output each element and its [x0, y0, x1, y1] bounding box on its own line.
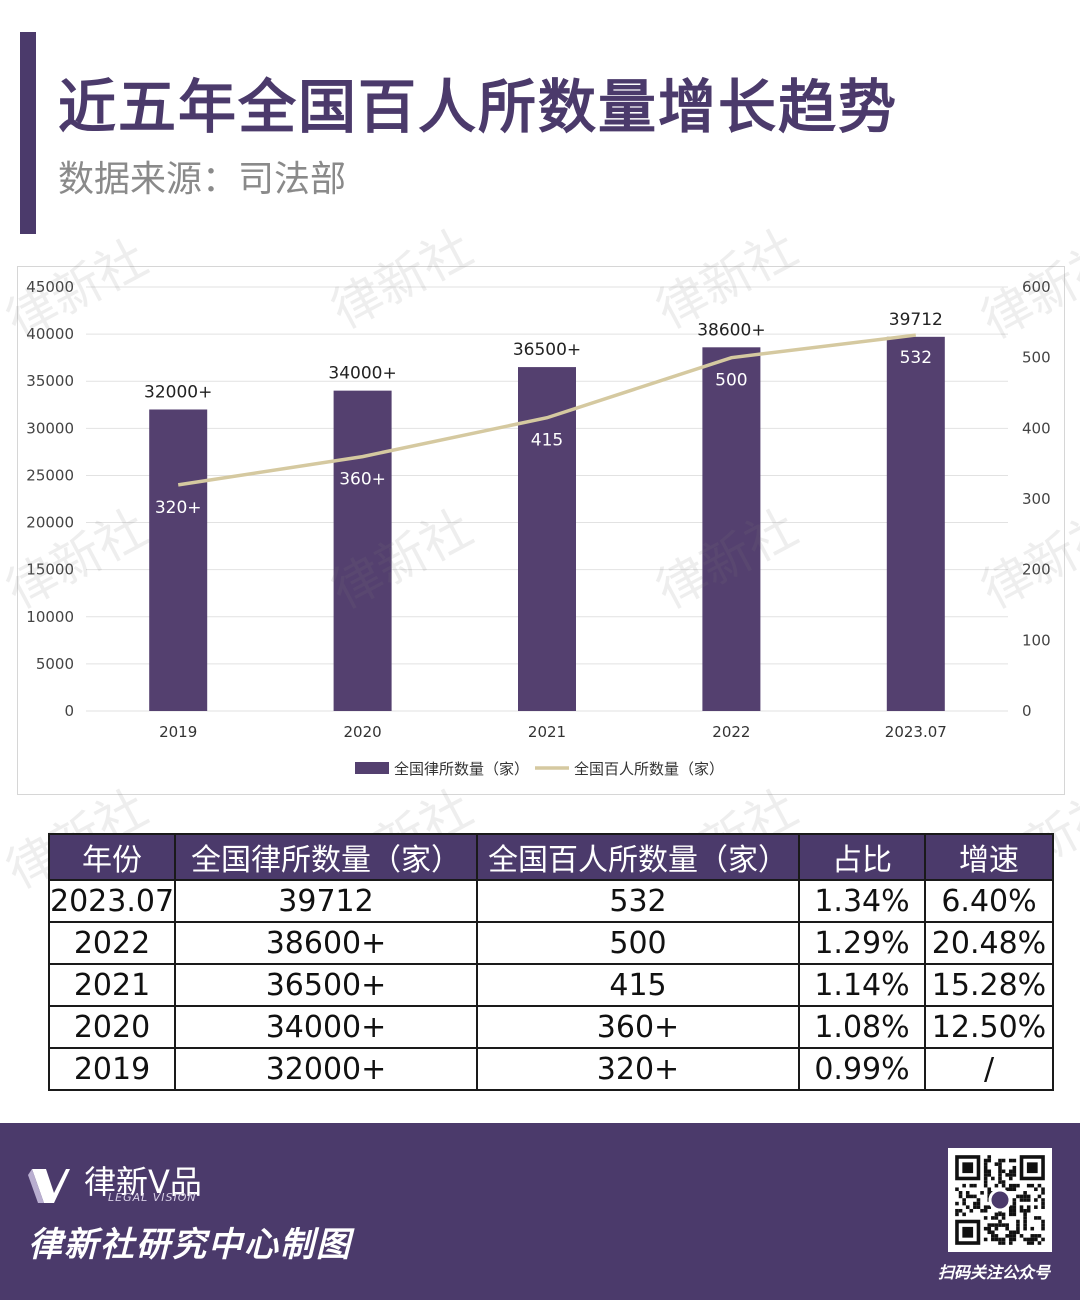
- y-right-tick-label: 200: [1022, 561, 1051, 579]
- brand-logo-icon: [28, 1169, 70, 1203]
- cell-hundred-firm-count: 532: [476, 879, 800, 923]
- table-row: 2023.07 39712 532 1.34% 6.40%: [48, 879, 1054, 923]
- legend-bar-label: 全国律所数量（家）: [394, 760, 529, 778]
- y-left-tick-label: 30000: [26, 419, 74, 437]
- y-left-tick-label: 0: [64, 702, 74, 720]
- x-tick-label: 2023.07: [885, 723, 947, 741]
- y-right-tick-label: 0: [1022, 702, 1032, 720]
- qr-code-icon[interactable]: [948, 1148, 1052, 1252]
- table-row: 2021 36500+ 415 1.14% 15.28%: [48, 963, 1054, 1007]
- cell-ratio: 1.34%: [798, 879, 926, 923]
- line-data-label: 532: [900, 348, 932, 368]
- cell-firm-count: 38600+: [174, 921, 478, 965]
- cell-firm-count: 32000+: [174, 1047, 478, 1091]
- cell-year: 2021: [48, 963, 176, 1007]
- table-header-row: 年份 全国律所数量（家） 全国百人所数量（家） 占比 增速: [48, 833, 1054, 881]
- header-growth: 增速: [924, 833, 1054, 881]
- x-tick-label: 2021: [528, 723, 566, 741]
- y-left-tick-label: 45000: [26, 278, 74, 296]
- cell-growth: 20.48%: [924, 921, 1054, 965]
- legend-bar-swatch: [355, 762, 389, 774]
- brand-name: 律新V品: [84, 1163, 202, 1201]
- cell-growth: 6.40%: [924, 879, 1054, 923]
- header-hundred-firm-count: 全国百人所数量（家）: [476, 833, 800, 881]
- cell-growth: /: [924, 1047, 1054, 1091]
- header-firm-count: 全国律所数量（家）: [174, 833, 478, 881]
- header-ratio: 占比: [798, 833, 926, 881]
- cell-year: 2020: [48, 1005, 176, 1049]
- combo-chart: 0500010000150002000025000300003500040000…: [26, 278, 1051, 778]
- bar: [333, 390, 392, 711]
- header-year: 年份: [48, 833, 176, 881]
- cell-growth: 12.50%: [924, 1005, 1054, 1049]
- cell-firm-count: 39712: [174, 879, 478, 923]
- bar-data-label: 32000+: [144, 382, 212, 402]
- line-data-label: 320+: [155, 498, 202, 518]
- cell-growth: 15.28%: [924, 963, 1054, 1007]
- bar-data-label: 39712: [889, 310, 943, 330]
- bar-data-label: 36500+: [513, 340, 581, 360]
- footer-caption: 律新社研究中心制图: [28, 1225, 352, 1265]
- y-left-tick-label: 20000: [26, 514, 74, 532]
- table-row: 2020 34000+ 360+ 1.08% 12.50%: [48, 1005, 1054, 1049]
- cell-ratio: 1.14%: [798, 963, 926, 1007]
- data-source: 数据来源：司法部: [58, 159, 347, 200]
- bar: [149, 409, 208, 711]
- cell-hundred-firm-count: 320+: [476, 1047, 800, 1091]
- brand-subtitle: LEGAL VISION: [108, 1191, 197, 1204]
- cell-year: 2023.07: [48, 879, 176, 923]
- y-right-tick-label: 300: [1022, 490, 1051, 508]
- cell-firm-count: 36500+: [174, 963, 478, 1007]
- cell-ratio: 0.99%: [798, 1047, 926, 1091]
- table-row: 2019 32000+ 320+ 0.99% /: [48, 1047, 1054, 1091]
- y-left-tick-label: 15000: [26, 561, 74, 579]
- footer: 律新V品 LEGAL VISION 律新社研究中心制图 扫码关注公众号: [0, 1123, 1080, 1300]
- y-left-tick-label: 40000: [26, 325, 74, 343]
- y-left-tick-label: 10000: [26, 608, 74, 626]
- bar: [886, 336, 945, 711]
- cell-year: 2019: [48, 1047, 176, 1091]
- cell-year: 2022: [48, 921, 176, 965]
- y-right-tick-label: 600: [1022, 278, 1051, 296]
- data-table: 年份 全国律所数量（家） 全国百人所数量（家） 占比 增速 2023.07 39…: [48, 833, 1054, 1091]
- cell-firm-count: 34000+: [174, 1005, 478, 1049]
- page-title: 近五年全国百人所数量增长趋势: [58, 73, 899, 141]
- y-right-tick-label: 500: [1022, 349, 1051, 367]
- x-tick-label: 2022: [712, 723, 750, 741]
- chart-frame: 0 5000 10000 15000 20000 25000 30000 35000 40000…: [17, 266, 1065, 795]
- legend-line-label: 全国百人所数量（家）: [574, 760, 724, 778]
- line-data-label: 415: [531, 431, 563, 451]
- bar-data-label: 38600+: [697, 320, 765, 340]
- title-accent-bar: [20, 32, 36, 234]
- bar: [702, 347, 761, 711]
- table-row: 2022 38600+ 500 1.29% 20.48%: [48, 921, 1054, 965]
- cell-ratio: 1.29%: [798, 921, 926, 965]
- bar-data-label: 34000+: [328, 364, 396, 384]
- y-right-tick-label: 100: [1022, 631, 1051, 649]
- bar: [518, 367, 576, 711]
- line-data-label: 500: [715, 371, 747, 391]
- qr-caption: 扫码关注公众号: [938, 1263, 1051, 1282]
- cell-hundred-firm-count: 500: [476, 921, 800, 965]
- y-left-tick-label: 5000: [36, 655, 74, 673]
- y-left-tick-label: 35000: [26, 372, 74, 390]
- x-tick-label: 2020: [344, 723, 382, 741]
- cell-ratio: 1.08%: [798, 1005, 926, 1049]
- line-series: [177, 333, 917, 487]
- y-left-tick-label: 25000: [26, 466, 74, 484]
- y-right-tick-label: 400: [1022, 419, 1051, 437]
- line-data-label: 360+: [339, 470, 386, 490]
- x-tick-label: 2019: [159, 723, 197, 741]
- cell-hundred-firm-count: 415: [476, 963, 800, 1007]
- cell-hundred-firm-count: 360+: [476, 1005, 800, 1049]
